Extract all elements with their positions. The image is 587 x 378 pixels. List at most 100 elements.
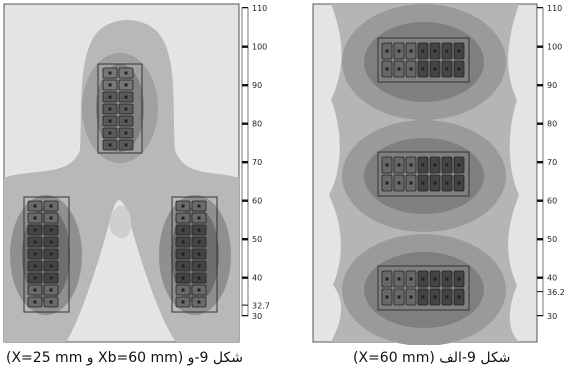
battery-cell-terminal [445,181,449,185]
battery-cell-terminal [197,264,201,268]
battery-cell-terminal [457,67,461,71]
scale-tick-label: 60 [547,197,557,206]
right-battery-module [171,196,218,313]
battery-cell-terminal [457,295,461,299]
battery-cell-terminal [49,288,53,292]
scale-tick-label: 70 [547,158,557,167]
battery-cell-terminal [33,288,37,292]
right-color-scale: 110 100 90 80 70 60 50 40 36.2 30 [536,4,565,321]
battery-cell-terminal [433,67,437,71]
scale-tick [242,7,248,8]
scale-tick-label: 50 [252,235,262,244]
top-battery-module [377,37,470,83]
scale-tick-label: 36.2 [547,288,565,297]
scale-tick-label: 80 [252,120,262,129]
scale-tick [537,199,543,202]
scale-tick [242,315,248,316]
battery-cell-terminal [33,252,37,256]
battery-cell-terminal [397,49,401,53]
battery-cell-terminal [108,107,112,111]
battery-cell-terminal [433,49,437,53]
scale-tick [537,122,543,125]
battery-cell-terminal [409,163,413,167]
battery-cell-terminal [197,204,201,208]
battery-cell-terminal [49,216,53,220]
battery-cell-terminal [108,131,112,135]
battery-cell-terminal [385,277,389,281]
battery-cell-terminal [49,240,53,244]
battery-cell-terminal [445,295,449,299]
battery-cell-terminal [457,181,461,185]
scale-tick-label: 80 [547,120,557,129]
battery-cell-terminal [397,181,401,185]
scale-tick [242,84,248,87]
battery-cell-terminal [33,264,37,268]
battery-cell-terminal [49,228,53,232]
battery-cell-terminal [197,228,201,232]
scale-tick [537,238,543,241]
left-figure-panel: 110 100 90 80 70 60 50 40 32.7 30 شکل 9-و (Xb=60 … [3,3,270,366]
top-battery-module [97,63,143,154]
battery-cell-terminal [385,181,389,185]
battery-cell-terminal [397,277,401,281]
battery-cell-terminal [49,264,53,268]
battery-cell-terminal [108,95,112,99]
battery-cell-terminal [457,277,461,281]
left-figure-caption: شکل 9-و (Xb=60 mm و X=25 mm) [6,350,243,366]
scale-tick [537,45,543,48]
battery-cell-terminal [445,163,449,167]
battery-cell-terminal [108,143,112,147]
battery-cell-terminal [108,119,112,123]
right-figure-caption: شکل 9-الف (X=60 mm) [353,350,511,366]
battery-cell-terminal [409,277,413,281]
battery-cell-terminal [445,67,449,71]
scale-tick [537,84,543,87]
battery-cell-terminal [457,49,461,53]
scale-tick-label: 90 [252,81,262,90]
battery-cell-terminal [33,204,37,208]
battery-cell-terminal [124,95,128,99]
battery-cell-terminal [33,216,37,220]
battery-cell-terminal [397,163,401,167]
battery-cell-terminal [385,49,389,53]
battery-cell-terminal [433,277,437,281]
scale-tick [537,315,543,316]
scale-tick-label: 110 [252,4,267,13]
battery-cell-terminal [433,181,437,185]
battery-cell-terminal [33,240,37,244]
scale-tick [242,276,248,279]
battery-cell-terminal [197,300,201,304]
battery-cell-terminal [124,83,128,87]
battery-cell-terminal [197,276,201,280]
battery-cell-terminal [421,277,425,281]
battery-cell-terminal [181,216,185,220]
battery-cell-terminal [124,71,128,75]
right-figure-panel: 110 100 90 80 70 60 50 40 36.2 30 شکل 9-الف (X=60… [293,0,587,378]
left-color-scale: 110 100 90 80 70 60 50 40 32.730 [241,4,270,321]
right-contour-plot [312,3,538,345]
battery-cell-terminal [421,67,425,71]
scale-tick [242,238,248,241]
left-contour-plot [3,3,240,343]
middle-battery-module [377,151,470,197]
scale-tick-label: 100 [547,43,562,52]
bottom-battery-module [377,265,470,311]
scale-tick-label: 32.7 [252,302,270,311]
scale-tick-label: 30 [252,312,262,321]
scale-tick-label: 70 [252,158,262,167]
battery-cell-terminal [421,295,425,299]
battery-cell-terminal [197,216,201,220]
battery-cell-terminal [409,49,413,53]
battery-cell-terminal [108,83,112,87]
battery-cell-terminal [457,163,461,167]
scale-tick [537,161,543,164]
battery-cell-terminal [124,107,128,111]
scale-tick-label: 110 [547,4,562,13]
scale-tick [537,291,543,293]
battery-cell-terminal [49,276,53,280]
battery-cell-terminal [385,67,389,71]
battery-cell-terminal [181,300,185,304]
battery-cell-terminal [108,71,112,75]
battery-cell-terminal [421,181,425,185]
scale-tick [537,7,543,8]
